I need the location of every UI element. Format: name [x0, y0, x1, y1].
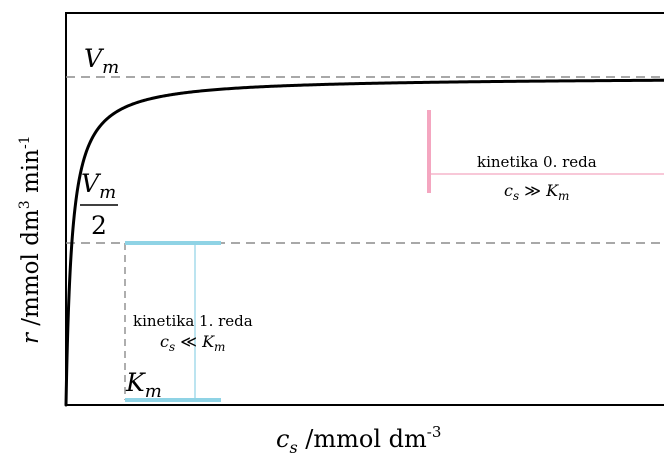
- first-order-relation: cs ≪ Km: [160, 332, 225, 354]
- first-order-label: kinetika 1. reda: [133, 312, 253, 330]
- vm-label: Vm: [84, 44, 119, 78]
- plot-frame: [65, 12, 664, 406]
- x-axis-label: cs /mmol dm-3: [276, 423, 441, 456]
- km-label: Km: [125, 368, 162, 402]
- half-vm-numerator: Vm: [81, 169, 116, 203]
- zero-order-relation: cs ≫ Km: [504, 181, 569, 203]
- zero-order-label: kinetika 0. reda: [477, 153, 597, 171]
- michaelis-menten-curve: [64, 78, 664, 407]
- half-vm-denominator: 2: [91, 211, 107, 240]
- y-axis-label: r /mmol dm3 min-1: [17, 135, 44, 344]
